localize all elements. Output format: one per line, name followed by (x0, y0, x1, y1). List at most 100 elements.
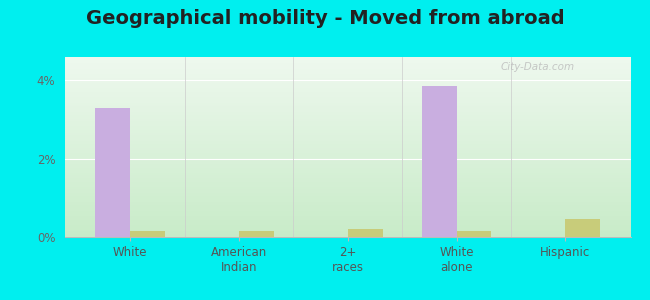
Bar (65, 77, 630, 79)
Bar (65, 136, 630, 138)
Bar (65, 174, 630, 176)
Bar (65, 214, 630, 215)
Bar (65, 188, 630, 190)
Bar (65, 102, 630, 104)
Bar (65, 118, 630, 120)
Bar (65, 217, 630, 219)
Bar (65, 115, 630, 116)
Bar (65, 84, 630, 86)
Bar (65, 57, 630, 59)
Bar (65, 142, 630, 143)
Bar (65, 133, 630, 134)
Bar (65, 138, 630, 140)
Bar (65, 129, 630, 131)
Bar (65, 165, 630, 167)
Bar (65, 98, 630, 100)
Bar (65, 210, 630, 212)
Bar (65, 197, 630, 199)
Bar (65, 64, 630, 66)
Bar (65, 163, 630, 165)
Bar (65, 86, 630, 88)
Bar (65, 178, 630, 179)
Bar (65, 223, 630, 224)
Bar (65, 145, 630, 147)
Bar (65, 190, 630, 192)
Bar (130, 231, 165, 237)
Bar (65, 172, 630, 174)
Bar (65, 143, 630, 145)
Bar (65, 73, 630, 75)
Bar (65, 131, 630, 133)
Bar (65, 154, 630, 156)
Bar (65, 104, 630, 106)
Bar (65, 199, 630, 201)
Bar (65, 107, 630, 109)
Bar (239, 231, 274, 237)
Text: Geographical mobility - Moved from abroad: Geographical mobility - Moved from abroa… (86, 9, 564, 28)
Bar (65, 152, 630, 154)
Bar (65, 170, 630, 172)
Bar (65, 109, 630, 111)
Bar (65, 140, 630, 142)
Bar (65, 125, 630, 127)
Bar (65, 151, 630, 152)
Bar (65, 106, 630, 107)
Bar (65, 116, 630, 118)
Bar (65, 61, 630, 62)
Bar (65, 160, 630, 161)
Bar (65, 201, 630, 203)
Bar (65, 149, 630, 151)
Bar (65, 127, 630, 129)
Bar (65, 205, 630, 206)
Bar (65, 66, 630, 68)
Bar (65, 219, 630, 221)
Bar (65, 161, 630, 163)
Bar (65, 203, 630, 205)
Bar (65, 71, 630, 73)
Bar (65, 176, 630, 178)
Bar (65, 147, 630, 149)
Bar (65, 179, 630, 181)
Bar (65, 167, 630, 169)
Text: City-Data.com: City-Data.com (500, 62, 575, 72)
Bar (65, 93, 630, 95)
Bar (566, 219, 600, 237)
Bar (65, 100, 630, 102)
Bar (65, 235, 630, 237)
Bar (65, 192, 630, 194)
Bar (65, 185, 630, 187)
Bar (65, 122, 630, 124)
Bar (65, 82, 630, 84)
Bar (65, 224, 630, 226)
Bar (65, 124, 630, 125)
Bar (96, 108, 130, 237)
Bar (65, 113, 630, 115)
Bar (422, 86, 456, 237)
Bar (65, 134, 630, 136)
Bar (65, 208, 630, 210)
Bar (65, 62, 630, 64)
Bar (65, 68, 630, 70)
Bar (65, 215, 630, 217)
Bar (65, 212, 630, 214)
Bar (65, 228, 630, 230)
Bar (65, 59, 630, 61)
Bar (65, 111, 630, 113)
Bar (65, 169, 630, 170)
Bar (65, 120, 630, 122)
Bar (65, 75, 630, 77)
Bar (65, 194, 630, 196)
Bar (65, 88, 630, 89)
Bar (65, 70, 630, 71)
Bar (65, 196, 630, 197)
Bar (65, 158, 630, 160)
Bar (65, 183, 630, 185)
Bar (65, 221, 630, 223)
Bar (65, 233, 630, 235)
Bar (65, 95, 630, 97)
Bar (65, 232, 630, 233)
Bar (65, 79, 630, 80)
Bar (65, 206, 630, 208)
Bar (456, 231, 491, 237)
Bar (65, 181, 630, 183)
